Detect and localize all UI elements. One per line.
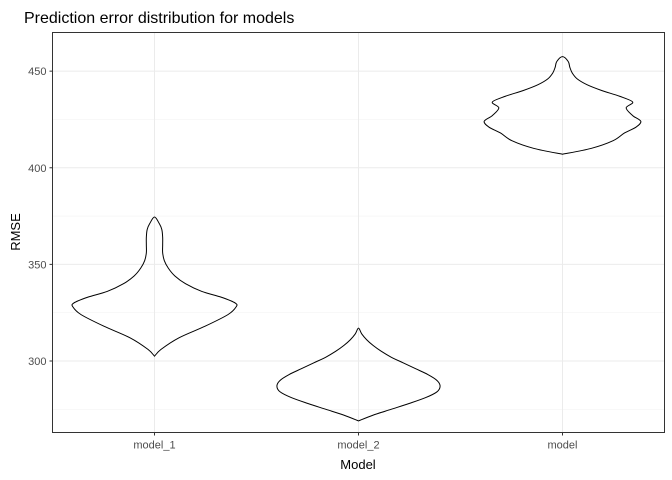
x-axis: model_1 model_2 model — [133, 432, 578, 452]
y-tick-label: 300 — [28, 356, 46, 368]
violin-model_1 — [71, 216, 238, 357]
gridlines — [52, 32, 665, 433]
x-tick-label: model_1 — [133, 440, 175, 452]
x-tick-label: model — [548, 440, 578, 452]
y-axis-title: RMSE — [8, 213, 23, 251]
violin-model_2 — [276, 327, 441, 422]
y-axis: 300 350 400 450 — [28, 66, 53, 368]
chart-title: Prediction error distribution for models — [24, 10, 294, 27]
y-tick-label: 450 — [28, 66, 46, 78]
x-axis-title: Model — [340, 457, 376, 472]
y-tick-label: 350 — [28, 259, 46, 271]
x-tick-label: model_2 — [337, 440, 379, 452]
violin-model — [483, 56, 642, 155]
violins — [71, 56, 642, 422]
y-tick-label: 400 — [28, 163, 46, 175]
